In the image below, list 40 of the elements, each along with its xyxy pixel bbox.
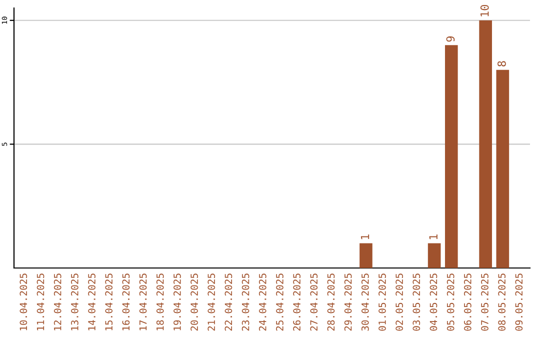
x-tick-label: 19.04.2025 [174, 274, 181, 330]
data-label: 1 [429, 234, 438, 240]
data-label: 9 [446, 36, 455, 42]
x-tick-label: 30.04.2025 [361, 274, 369, 331]
x-tick-label: 27.04.2025 [310, 274, 318, 331]
x-tick-label: 09.05.2025 [515, 274, 523, 331]
x-tick-label: 04.05.2025 [430, 274, 438, 331]
data-label: 10 [480, 4, 489, 16]
x-tick-label: 08.05.2025 [498, 274, 506, 331]
x-tick-label: 23.04.2025 [242, 274, 250, 331]
x-tick-label: 21.04.2025 [208, 274, 216, 331]
x-tick-label: 28.04.2025 [327, 274, 335, 331]
x-tick-label: 25.04.2025 [276, 274, 284, 331]
x-tick-label: 18.04.2025 [156, 274, 164, 330]
bar [444, 45, 458, 268]
x-tick-label: 12.04.2025 [54, 274, 62, 330]
x-tick-label: 15.04.2025 [105, 274, 113, 330]
x-tick-label: 17.04.2025 [139, 274, 147, 330]
x-tick-label: 29.04.2025 [344, 274, 352, 331]
bar [479, 20, 492, 268]
x-tick-label: 10.04.2025 [20, 274, 28, 330]
x-tick-label: 26.04.2025 [293, 274, 300, 331]
data-label: 8 [498, 61, 506, 66]
bar [360, 243, 372, 268]
data-label: 1 [360, 234, 370, 240]
x-tick-label: 07.05.2025 [481, 274, 488, 331]
x-tick-label: 02.05.2025 [396, 274, 403, 331]
x-tick-label: 11.04.2025 [36, 274, 44, 330]
x-tick-label: 01.05.2025 [378, 274, 386, 331]
x-tick-label: 24.04.2025 [258, 274, 266, 331]
x-tick-label: 05.05.2025 [446, 274, 454, 331]
x-tick-label: 13.04.2025 [71, 274, 78, 330]
x-tick-label: 03.05.2025 [412, 274, 420, 331]
x-tick-label: 22.04.2025 [224, 274, 232, 331]
x-tick-label: 16.04.2025 [122, 274, 130, 330]
bar [496, 70, 510, 268]
x-tick-label: 06.05.2025 [464, 274, 472, 331]
x-tick-label: 20.04.2025 [190, 274, 198, 331]
bar [428, 243, 441, 268]
x-tick-label: 14.04.2025 [88, 274, 96, 330]
